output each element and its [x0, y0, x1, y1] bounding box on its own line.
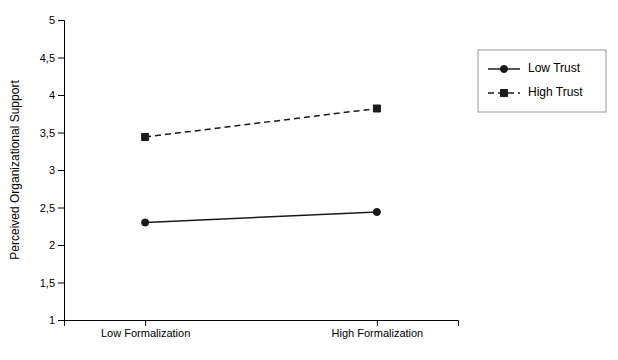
legend-entry: Low Trust: [488, 61, 581, 75]
y-tick-label: 1,5: [40, 277, 55, 289]
series: [142, 105, 381, 141]
y-tick-mark: [58, 20, 64, 21]
point-marker: [373, 105, 380, 112]
legend-label: Low Trust: [528, 61, 581, 75]
x-tick-mark: [377, 320, 378, 326]
y-tick: 3,5: [40, 127, 64, 139]
x-tick: High Formalization: [332, 320, 424, 339]
y-axis: 1 1,5 2 2,5 3 3,5 4 4,5 5: [40, 14, 65, 326]
y-tick: 4: [49, 89, 64, 101]
y-tick-label: 5: [49, 14, 55, 26]
y-axis-title: Perceived Organizational Support: [8, 80, 22, 260]
y-tick-mark: [58, 170, 64, 171]
x-tick-label: High Formalization: [332, 327, 424, 339]
point-marker: [142, 134, 149, 141]
y-tick: 4,5: [40, 52, 64, 64]
legend-entry: High Trust: [488, 85, 583, 99]
point-marker: [373, 208, 380, 215]
y-axis-line: [58, 21, 65, 321]
y-tick: 3: [49, 164, 64, 176]
y-tick-mark: [58, 95, 64, 96]
y-tick: 1: [49, 314, 64, 326]
y-tick-label: 2: [49, 239, 55, 251]
series-line: [145, 109, 377, 138]
y-tick-label: 4: [49, 89, 55, 101]
y-tick-mark: [58, 208, 64, 209]
x-tick: Low Formalization: [101, 320, 190, 339]
y-tick-mark: [58, 320, 64, 321]
x-axis-line: [65, 321, 459, 327]
y-tick-mark: [58, 245, 64, 246]
y-tick-label: 3,5: [40, 127, 55, 139]
legend-marker: [501, 90, 508, 97]
y-tick-mark: [58, 58, 64, 59]
y-tick: 2,5: [40, 202, 64, 214]
legend-marker: [500, 65, 507, 72]
legend-box: [478, 50, 606, 112]
y-tick: 1,5: [40, 277, 64, 289]
point-marker: [142, 219, 149, 226]
x-tick-mark: [145, 320, 146, 326]
y-tick-label: 4,5: [40, 52, 55, 64]
y-tick: 2: [49, 239, 64, 251]
y-tick-label: 3: [49, 164, 55, 176]
y-tick-mark: [58, 133, 64, 134]
y-tick-label: 1: [49, 314, 55, 326]
marks: [142, 105, 381, 226]
legend: Low Trust High Trust: [478, 50, 606, 112]
plot: 1 1,5 2 2,5 3 3,5 4 4,5 5 Low Formalization High F…: [40, 14, 459, 339]
series-line: [145, 212, 377, 223]
legend-label: High Trust: [528, 85, 583, 99]
series: [142, 208, 381, 226]
x-axis: Low Formalization High Formalization: [65, 320, 459, 339]
y-tick-label: 2,5: [40, 202, 55, 214]
y-tick-mark: [58, 283, 64, 284]
x-tick-label: Low Formalization: [101, 327, 190, 339]
y-tick: 5: [49, 14, 64, 26]
chart: 1 1,5 2 2,5 3 3,5 4 4,5 5 Low Formalization High F…: [0, 0, 618, 360]
